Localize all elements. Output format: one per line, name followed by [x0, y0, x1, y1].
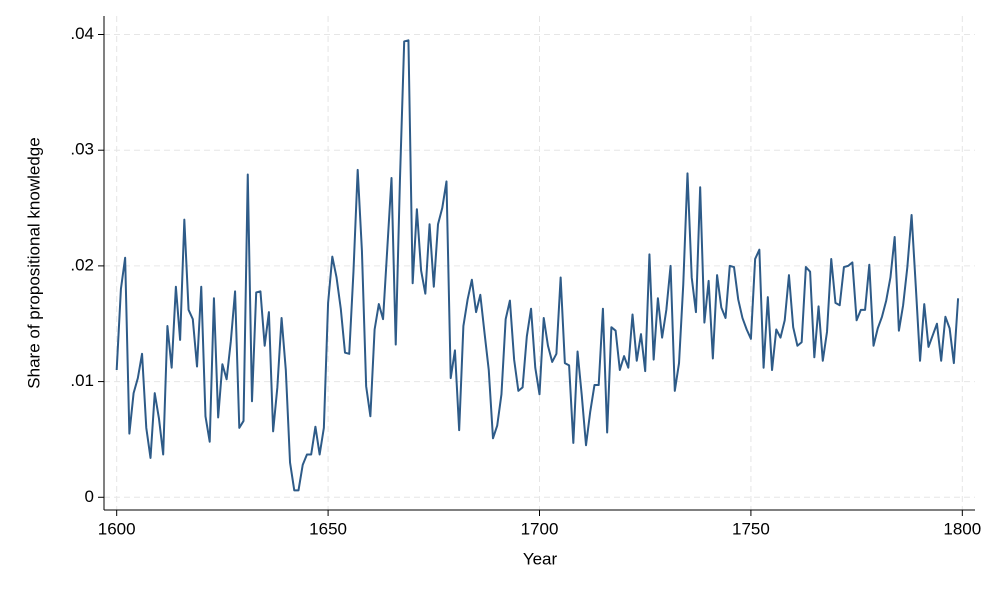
y-tick-label: .01 — [70, 371, 94, 390]
y-tick-label: .04 — [70, 24, 94, 43]
x-tick-label: 1600 — [98, 519, 136, 538]
y-tick-label: .02 — [70, 255, 94, 274]
x-tick-label: 1650 — [309, 519, 347, 538]
y-tick-label: 0 — [85, 487, 94, 506]
x-tick-label: 1750 — [732, 519, 770, 538]
y-tick-label: .03 — [70, 140, 94, 159]
data-line — [115, 39, 960, 492]
x-tick-label: 1800 — [943, 519, 981, 538]
x-tick-label: 1700 — [521, 519, 559, 538]
x-axis-title: Year — [523, 549, 558, 568]
y-axis-title: Share of propositional knowledge — [24, 137, 43, 388]
